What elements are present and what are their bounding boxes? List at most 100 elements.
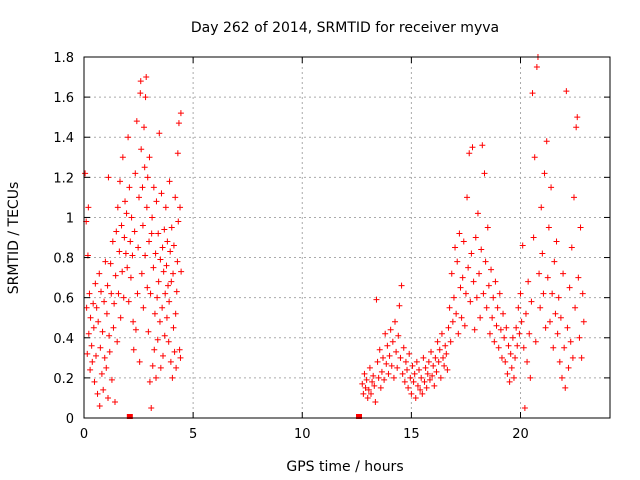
data-point xyxy=(502,358,509,365)
data-point xyxy=(385,370,392,377)
data-point xyxy=(410,378,417,385)
data-point xyxy=(125,134,132,141)
data-point xyxy=(461,322,468,329)
data-point xyxy=(491,338,498,345)
data-point xyxy=(364,394,371,401)
data-point xyxy=(177,110,184,117)
data-point xyxy=(107,260,114,267)
data-point xyxy=(479,142,486,149)
data-point xyxy=(519,242,526,249)
data-point xyxy=(411,370,418,377)
data-point xyxy=(163,314,170,321)
data-point xyxy=(449,318,456,325)
data-point xyxy=(129,252,136,259)
data-point xyxy=(420,354,427,361)
data-point xyxy=(483,304,490,311)
data-point xyxy=(158,190,165,197)
data-point xyxy=(510,374,517,381)
data-point xyxy=(564,324,571,331)
y-tick-label: 0.2 xyxy=(53,372,74,387)
data-point xyxy=(103,364,110,371)
data-point xyxy=(542,324,549,331)
data-point xyxy=(132,170,139,177)
data-point xyxy=(370,372,377,379)
data-point xyxy=(369,378,376,385)
data-point xyxy=(568,244,575,251)
grid-lines xyxy=(84,57,610,418)
data-point xyxy=(122,250,129,257)
data-point xyxy=(127,238,134,245)
data-point xyxy=(400,344,407,351)
data-point xyxy=(152,250,159,257)
data-point xyxy=(92,280,99,287)
data-point xyxy=(492,278,499,285)
data-point xyxy=(405,384,412,391)
data-point xyxy=(170,324,177,331)
axis-ticks xyxy=(83,56,610,419)
data-point xyxy=(540,290,547,297)
data-point xyxy=(392,318,399,325)
data-point xyxy=(526,330,533,337)
data-point xyxy=(105,174,112,181)
data-point xyxy=(142,94,149,101)
data-point xyxy=(98,288,105,295)
data-point xyxy=(377,384,384,391)
data-point xyxy=(512,354,519,361)
data-point xyxy=(539,250,546,257)
data-point xyxy=(530,234,537,241)
data-point xyxy=(82,170,89,177)
data-point xyxy=(94,390,101,397)
data-point xyxy=(168,278,175,285)
y-tick-label: 0.4 xyxy=(53,332,74,347)
data-points xyxy=(82,54,587,411)
data-point xyxy=(167,248,174,255)
data-point xyxy=(131,228,138,235)
data-point xyxy=(124,264,131,271)
data-point xyxy=(366,364,373,371)
data-point xyxy=(114,204,121,211)
data-point xyxy=(402,358,409,365)
data-point xyxy=(478,246,485,253)
data-point xyxy=(508,364,515,371)
data-point xyxy=(545,224,552,231)
data-point xyxy=(532,338,539,345)
data-point xyxy=(141,164,148,171)
data-point xyxy=(514,342,521,349)
data-point xyxy=(114,338,121,345)
data-point xyxy=(498,354,505,361)
data-point xyxy=(174,150,181,157)
data-point xyxy=(155,278,162,285)
data-point xyxy=(138,146,145,153)
data-point xyxy=(552,310,559,317)
data-point xyxy=(111,300,118,307)
data-point xyxy=(101,298,108,305)
data-point xyxy=(175,218,182,225)
data-point xyxy=(90,300,97,307)
data-point xyxy=(167,358,174,365)
data-point xyxy=(431,382,438,389)
data-point xyxy=(436,346,443,353)
data-point xyxy=(177,354,184,361)
data-point xyxy=(381,376,388,383)
data-point xyxy=(383,360,390,367)
data-point xyxy=(413,358,420,365)
data-point xyxy=(503,324,510,331)
data-point xyxy=(89,358,96,365)
data-point xyxy=(521,404,528,411)
data-point xyxy=(115,290,122,297)
data-point xyxy=(418,374,425,381)
data-point xyxy=(102,258,109,265)
data-point xyxy=(496,290,503,297)
data-point xyxy=(543,138,550,145)
data-point xyxy=(493,322,500,329)
data-point xyxy=(362,384,369,391)
data-point xyxy=(378,368,385,375)
data-point xyxy=(360,390,367,397)
data-point xyxy=(525,278,532,285)
data-point xyxy=(557,314,564,321)
x-tick-label: 5 xyxy=(189,427,197,442)
data-point xyxy=(495,344,502,351)
data-point xyxy=(576,334,583,341)
data-point xyxy=(373,296,380,303)
data-point xyxy=(507,350,514,357)
